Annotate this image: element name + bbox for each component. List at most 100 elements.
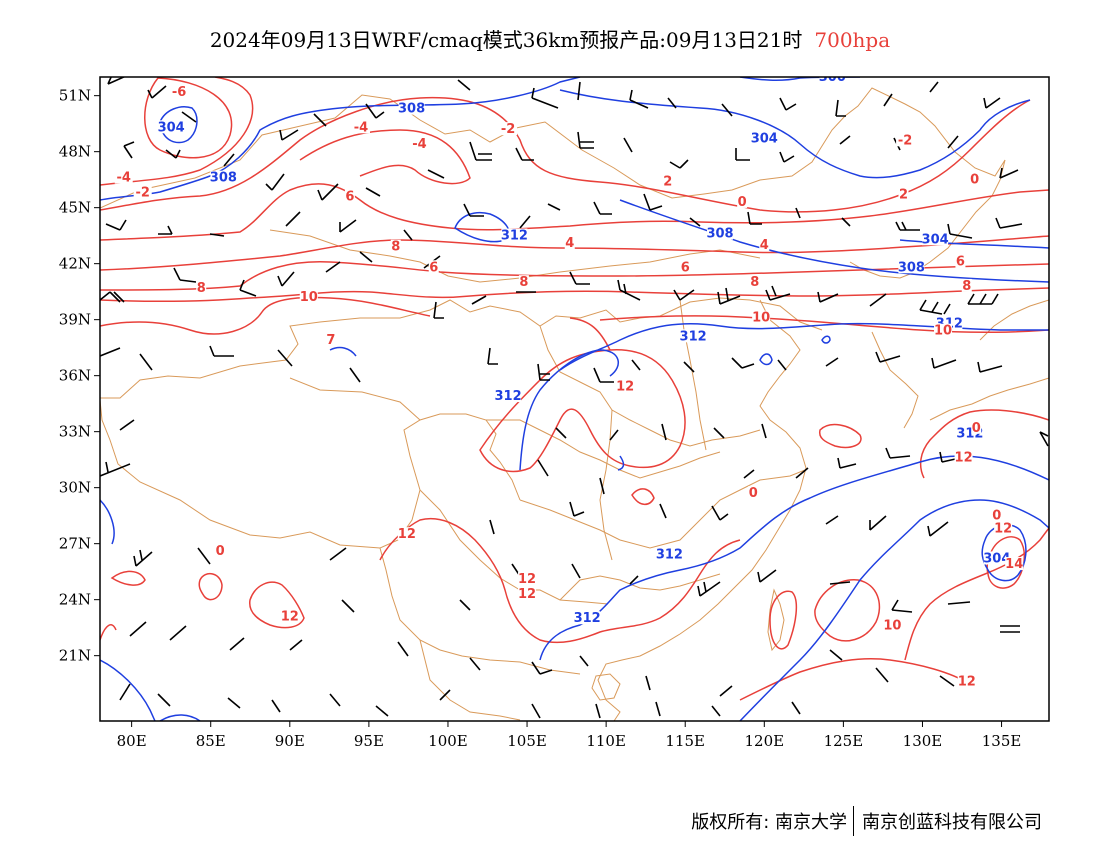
temperature-label-bg <box>397 527 416 541</box>
isotherm-cell-5 <box>100 624 117 641</box>
chart-title: 2024年09月13日WRF/cmaq模式36km预报产品:09月13日21时 7… <box>0 24 1100 53</box>
height-312-west <box>100 499 115 545</box>
temperature-label-bg <box>994 521 1013 535</box>
temperature-label: 12 <box>518 572 536 587</box>
lon-tick-label: 100E <box>428 732 468 750</box>
temperature-label: 2 <box>663 174 672 189</box>
lon-tick-label: 105E <box>507 732 547 750</box>
temperature-label: 10 <box>883 619 901 634</box>
temperature-label: 2 <box>899 187 908 202</box>
qinghai-boundary <box>289 377 421 421</box>
temperature-label-bg <box>325 333 336 347</box>
temperature-label: 4 <box>760 238 769 253</box>
geopotential-label: 312 <box>680 329 707 344</box>
temperature-label: 8 <box>197 281 206 296</box>
isotherm-6 <box>100 261 1049 291</box>
geopotential-label: 308 <box>898 260 925 275</box>
height-304-east <box>899 239 1049 249</box>
central-provinces-6 <box>559 573 721 601</box>
height-304-north <box>559 89 1031 179</box>
pressure-level-label: 700hpa <box>814 28 891 52</box>
isotherm-12-south <box>379 518 741 644</box>
temperature-label-bg <box>428 260 439 274</box>
isotherm-cell-2 <box>198 573 223 601</box>
temperature-label: -2 <box>898 133 912 148</box>
temperature-label: 10 <box>752 311 770 326</box>
geopotential-label-bg <box>819 77 846 83</box>
geopotential-label-bg <box>656 547 683 561</box>
temperature-label-bg <box>344 189 355 203</box>
height-312-cell-1 <box>329 346 357 357</box>
northeast-border <box>849 159 1006 279</box>
temperature-label: 0 <box>970 173 979 188</box>
height-308-west <box>100 77 581 201</box>
geopotential-label: 312 <box>501 229 528 244</box>
geopotential-label-bg <box>158 120 185 134</box>
central-provinces-2 <box>486 419 721 479</box>
geopotential-label-bg <box>574 611 601 625</box>
temperature-label-bg <box>114 170 133 184</box>
temperature-label: 14 <box>1005 557 1023 572</box>
map-frame <box>99 76 1050 722</box>
temperature-label: 10 <box>934 324 952 339</box>
geopotential-label: 304 <box>751 131 778 146</box>
central-provinces-5 <box>679 299 707 451</box>
isotherm-minus4-central <box>299 129 471 185</box>
geopotential-label: 308 <box>706 227 733 242</box>
height-312-lower <box>739 499 1049 721</box>
temperature-label-bg <box>662 174 673 188</box>
isotherm-12-east-cell <box>818 423 862 449</box>
temperature-label-bg <box>961 278 972 292</box>
temperature-label: -4 <box>412 137 426 152</box>
geopotential-label-bg <box>495 389 522 403</box>
isotherm-2 <box>100 183 1049 241</box>
temperature-label-bg <box>748 486 759 500</box>
temperature-label: 6 <box>681 260 690 275</box>
lon-tick-label: 130E <box>903 732 943 750</box>
temperature-label: 12 <box>958 675 976 690</box>
geopotential-label: 312 <box>656 548 683 563</box>
isotherm-10-west <box>100 296 431 335</box>
geopotential-label: 304 <box>983 551 1010 566</box>
lon-tick-label: 85E <box>196 732 226 750</box>
height-312-sw2 <box>159 714 201 721</box>
mongolia-south <box>269 229 761 283</box>
temperature-label: 0 <box>992 509 1001 524</box>
isotherm-minus6-cell <box>144 77 233 159</box>
temperature-label-bg <box>749 275 760 289</box>
temperature-label: 0 <box>216 544 225 559</box>
temperature-label-bg <box>390 239 401 253</box>
height-312-southwest <box>100 659 156 721</box>
geopotential-label-bg <box>922 232 949 246</box>
temperature-label-bg <box>991 508 1002 522</box>
temperature-label: 12 <box>616 380 634 395</box>
temperature-label-bg <box>898 187 909 201</box>
lat-tick-label: 24N <box>59 591 91 609</box>
geopotential-label: 304 <box>922 232 949 247</box>
map-layers: 304 308 308 312 300 304 308 304 308 312 312 312 312 3… <box>100 70 1049 721</box>
xinjiang-border <box>100 297 823 399</box>
geopotential-label: 300 <box>819 70 846 85</box>
temperature-label-bg <box>896 133 915 147</box>
temperature-label-bg <box>969 172 980 186</box>
temperature-label-bg <box>351 120 370 134</box>
lon-tick-label: 95E <box>354 732 384 750</box>
isotherm-12-lower <box>739 658 971 701</box>
isotherm-taiwan-cell <box>769 590 798 650</box>
temperature-label-bg <box>883 618 902 632</box>
lat-tick-label: 33N <box>59 423 91 441</box>
height-312-east <box>559 322 1049 371</box>
height-312-cell-3 <box>759 353 773 366</box>
lat-tick-label: 27N <box>59 535 91 553</box>
lat-tick-label: 39N <box>59 311 91 329</box>
geopotential-label-bg <box>210 170 237 184</box>
temperature-label-bg <box>170 84 189 98</box>
lat-tick-label: 45N <box>59 199 91 217</box>
temperature-label: 12 <box>518 587 536 602</box>
hainan <box>591 673 621 701</box>
temperature-label: 6 <box>345 189 354 204</box>
temperature-label-bg <box>410 137 429 151</box>
geopotential-label: 308 <box>210 171 237 186</box>
isotherm-4 <box>100 235 1049 271</box>
